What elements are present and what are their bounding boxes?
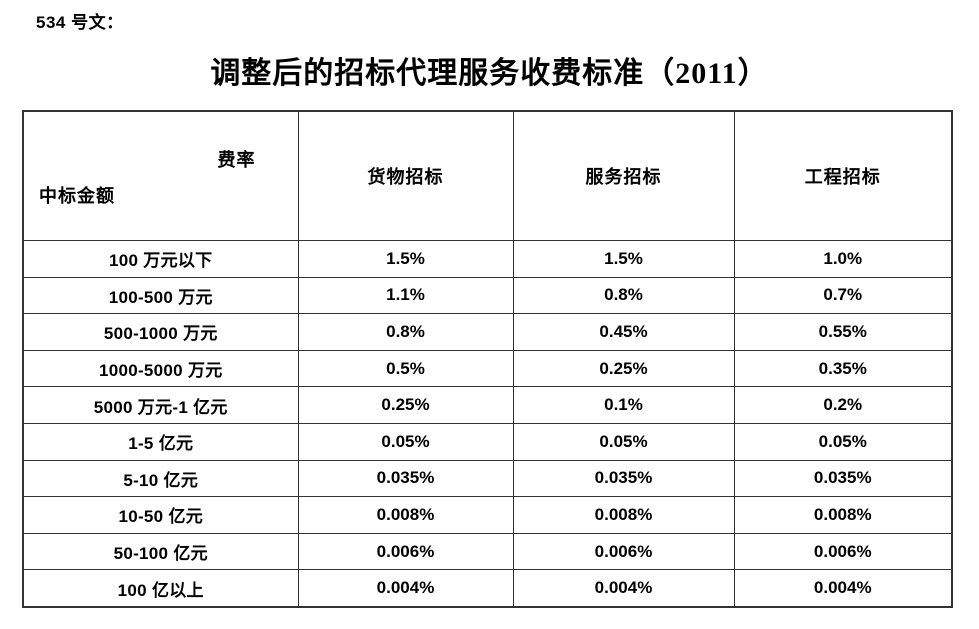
rate-cell: 0.35%	[733, 349, 953, 388]
rate-cell: 0.008%	[733, 496, 953, 534]
rate-cell: 0.7%	[733, 276, 953, 315]
rate-cell: 0.5%	[297, 349, 514, 388]
table-row: 5-10 亿元 0.035% 0.035% 0.035%	[22, 459, 953, 498]
table-row: 50-100 亿元 0.006% 0.006% 0.006%	[22, 532, 953, 571]
table-header-row: 费率 中标金额 货物招标 服务招标 工程招标	[22, 110, 953, 241]
rate-cell: 0.1%	[512, 386, 735, 424]
rate-cell: 0.25%	[512, 349, 735, 388]
rate-cell: 0.8%	[512, 276, 735, 315]
rate-cell: 0.035%	[733, 459, 953, 498]
table-row: 10-50 亿元 0.008% 0.008% 0.008%	[22, 496, 953, 534]
table-row: 500-1000 万元 0.8% 0.45% 0.55%	[22, 313, 953, 351]
page-title: 调整后的招标代理服务收费标准（2011）	[210, 57, 769, 90]
amount-cell: 50-100 亿元	[22, 532, 299, 571]
rate-cell: 0.004%	[733, 569, 953, 608]
table-row: 100 万元以下 1.5% 1.5% 1.0%	[22, 240, 953, 278]
rate-cell: 0.45%	[512, 313, 735, 351]
table-row: 5000 万元-1 亿元 0.25% 0.1% 0.2%	[22, 386, 953, 424]
table-row: 100 亿以上 0.004% 0.004% 0.004%	[22, 569, 953, 608]
rate-cell: 0.008%	[512, 496, 735, 534]
amount-cell: 5-10 亿元	[22, 459, 299, 498]
table-row: 1000-5000 万元 0.5% 0.25% 0.35%	[22, 349, 953, 388]
rate-cell: 0.035%	[512, 459, 735, 498]
amount-cell: 100 亿以上	[22, 569, 299, 608]
rate-cell: 0.004%	[512, 569, 735, 608]
rate-cell: 0.006%	[512, 532, 735, 571]
column-header-engineering-bidding: 工程招标	[733, 110, 953, 241]
rate-cell: 1.0%	[733, 240, 953, 278]
diagonal-header-cell: 费率 中标金额	[22, 110, 299, 241]
column-header-service-bidding: 服务招标	[512, 110, 735, 241]
diagonal-amount-label: 中标金额	[39, 186, 115, 206]
doc-number-label: 534 号文：	[36, 13, 124, 32]
amount-cell: 1000-5000 万元	[22, 349, 299, 388]
fee-standards-table: 费率 中标金额 货物招标 服务招标 工程招标 100 万元以下 1.5% 1.5…	[22, 110, 953, 608]
rate-cell: 1.1%	[297, 276, 514, 315]
diagonal-rate-label: 费率	[217, 150, 256, 170]
amount-cell: 5000 万元-1 亿元	[22, 386, 299, 424]
rate-cell: 0.05%	[512, 422, 735, 461]
rate-cell: 0.55%	[733, 313, 953, 351]
amount-cell: 100 万元以下	[22, 240, 299, 278]
rate-cell: 0.25%	[297, 386, 514, 424]
amount-cell: 100-500 万元	[22, 276, 299, 315]
rate-cell: 0.05%	[733, 422, 953, 461]
rate-cell: 1.5%	[512, 240, 735, 278]
rate-cell: 1.5%	[297, 240, 514, 278]
amount-cell: 1-5 亿元	[22, 422, 299, 461]
column-header-goods-bidding: 货物招标	[297, 110, 514, 241]
table-row: 1-5 亿元 0.05% 0.05% 0.05%	[22, 422, 953, 461]
rate-cell: 0.004%	[297, 569, 514, 608]
rate-cell: 0.035%	[297, 459, 514, 498]
rate-cell: 0.006%	[733, 532, 953, 571]
rate-cell: 0.05%	[297, 422, 514, 461]
rate-cell: 0.006%	[297, 532, 514, 571]
table-row: 100-500 万元 1.1% 0.8% 0.7%	[22, 276, 953, 315]
rate-cell: 0.8%	[297, 313, 514, 351]
rate-cell: 0.2%	[733, 386, 953, 424]
rate-cell: 0.008%	[297, 496, 514, 534]
amount-cell: 10-50 亿元	[22, 496, 299, 534]
amount-cell: 500-1000 万元	[22, 313, 299, 351]
